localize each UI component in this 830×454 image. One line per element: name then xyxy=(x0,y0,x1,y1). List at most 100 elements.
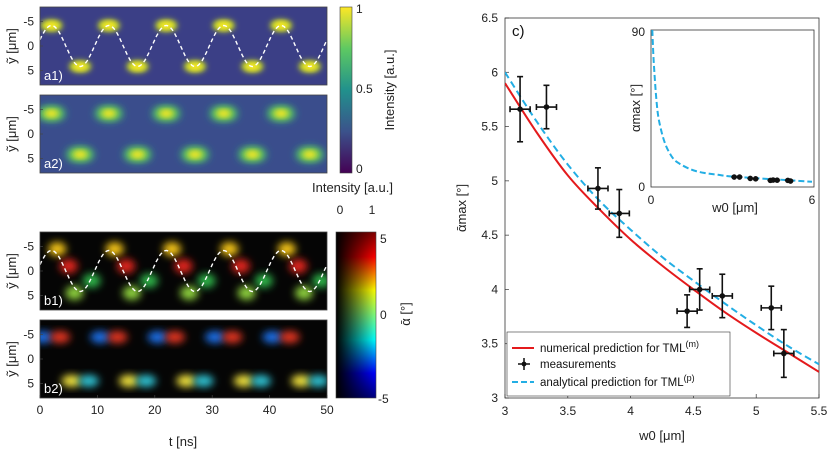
ytick-b2: 5 xyxy=(27,376,34,390)
spot xyxy=(61,374,82,387)
spot xyxy=(102,110,115,117)
measurement-points xyxy=(509,75,795,379)
c-xtick: 4 xyxy=(627,404,634,418)
ytick-a2: -5 xyxy=(23,103,34,117)
inset-axes xyxy=(650,29,815,188)
xtick-t: 0 xyxy=(37,403,44,417)
inset-points xyxy=(731,174,794,184)
measurement-point xyxy=(509,75,531,143)
spot xyxy=(147,331,168,344)
xtick-t: 30 xyxy=(206,403,220,417)
ylabel-a2: ỹ [μm] xyxy=(4,116,19,152)
spot xyxy=(205,331,226,344)
spot xyxy=(40,331,53,344)
panel-label-b2: b2) xyxy=(44,381,63,396)
left-y-ticks: -5 0 5 -5 0 5 -5 0 5 -5 0 5 xyxy=(23,15,43,390)
legend-box xyxy=(506,331,731,397)
heatmap-a2-spots xyxy=(40,105,324,163)
measurement-point xyxy=(760,285,783,331)
spot xyxy=(250,374,271,387)
c-ytick: 6.5 xyxy=(481,11,498,25)
legend-measurement-swatch xyxy=(518,358,530,370)
spot xyxy=(291,374,312,387)
spot xyxy=(163,242,182,257)
panel-c-ylabel: ᾱmax [°] xyxy=(454,184,469,232)
spot xyxy=(107,331,128,344)
spot xyxy=(50,331,71,344)
spot xyxy=(197,273,216,288)
spot xyxy=(105,242,124,257)
ytick-a2: 5 xyxy=(27,151,34,165)
spot xyxy=(48,242,67,257)
heatmap-a1 xyxy=(40,7,327,85)
c-ytick: 5.5 xyxy=(481,120,498,134)
spot xyxy=(117,259,136,274)
colorbar-intensity-label: Intensity [a.u.] xyxy=(382,50,397,131)
c-ytick: 3 xyxy=(491,391,498,405)
cbar-b-tick-0: 0 xyxy=(380,308,387,322)
spot xyxy=(254,273,273,288)
spot xyxy=(45,110,58,117)
spot xyxy=(193,374,214,387)
panel-label-b1: b1) xyxy=(44,293,63,308)
spot xyxy=(246,151,259,158)
xlabel-t: t [ns] xyxy=(169,434,197,449)
xtick-t: 10 xyxy=(91,403,105,417)
spot xyxy=(82,273,101,288)
legend-measurements-label: measurements xyxy=(540,359,616,371)
cbar-a-tick-05: 0.5 xyxy=(356,82,373,96)
spot xyxy=(188,151,201,158)
c-xtick: 5.5 xyxy=(811,404,828,418)
c-xtick: 5 xyxy=(753,404,760,418)
spot xyxy=(279,331,300,344)
ytick-a1: -5 xyxy=(23,15,34,29)
spot xyxy=(233,374,254,387)
colorbar-alpha xyxy=(335,231,377,399)
inset-xlabel: w0 [μm] xyxy=(711,200,758,215)
spot xyxy=(275,110,288,117)
spot xyxy=(222,331,243,344)
measurement-point xyxy=(711,273,734,319)
cbar-b-intensity-tick-0: 0 xyxy=(337,203,344,217)
c-ytick: 6 xyxy=(491,65,498,79)
panel-c-ticks: 3 3.5 4 4.5 5 5.5 3 3.5 4 4.5 5 5.5 6 6.5 xyxy=(481,11,827,418)
panel-c-xlabel: w0 [μm] xyxy=(638,428,685,443)
panel-label-c: c) xyxy=(512,23,525,40)
c-xtick: 4.5 xyxy=(685,404,702,418)
inset-ylabel: αmax [°] xyxy=(628,84,643,132)
inset-ytick-0: 0 xyxy=(638,180,645,194)
cbar-a-tick-1: 1 xyxy=(356,2,363,16)
cbar-a-tick-0: 0 xyxy=(356,162,363,176)
spot xyxy=(78,374,99,387)
spot xyxy=(231,259,250,274)
ylabel-a1: ỹ [μm] xyxy=(4,28,19,64)
cbar-b-tick-m5: -5 xyxy=(378,392,389,406)
spot xyxy=(59,259,78,274)
spot xyxy=(295,285,314,300)
ylabel-b1: ỹ [μm] xyxy=(4,253,19,289)
spot xyxy=(74,151,87,158)
spot xyxy=(118,374,139,387)
c-ytick: 4 xyxy=(491,282,498,296)
spot xyxy=(308,374,327,387)
measurement-point xyxy=(676,294,698,329)
cbar-b-intensity-label: Intensity [a.u.] xyxy=(312,180,393,195)
inset-xtick-0: 0 xyxy=(648,193,655,207)
numerical-prediction-line xyxy=(505,82,819,373)
spot xyxy=(65,285,84,300)
c-xtick: 3 xyxy=(502,404,509,418)
c-xtick: 3.5 xyxy=(559,404,576,418)
ylabel-b2: ỹ [μm] xyxy=(4,341,19,377)
xtick-t: 20 xyxy=(148,403,162,417)
ytick-b2: -5 xyxy=(23,328,34,342)
measurement-point xyxy=(688,267,711,311)
spot xyxy=(136,374,157,387)
spot xyxy=(160,110,173,117)
ytick-a2: 0 xyxy=(27,127,34,141)
analytical-prediction-line xyxy=(505,71,819,366)
cbar-b-tick-5: 5 xyxy=(380,232,387,246)
heatmap-b1-spots xyxy=(48,242,327,300)
ytick-b1: 0 xyxy=(27,264,34,278)
spot xyxy=(131,151,144,158)
c-ytick: 3.5 xyxy=(481,337,498,351)
